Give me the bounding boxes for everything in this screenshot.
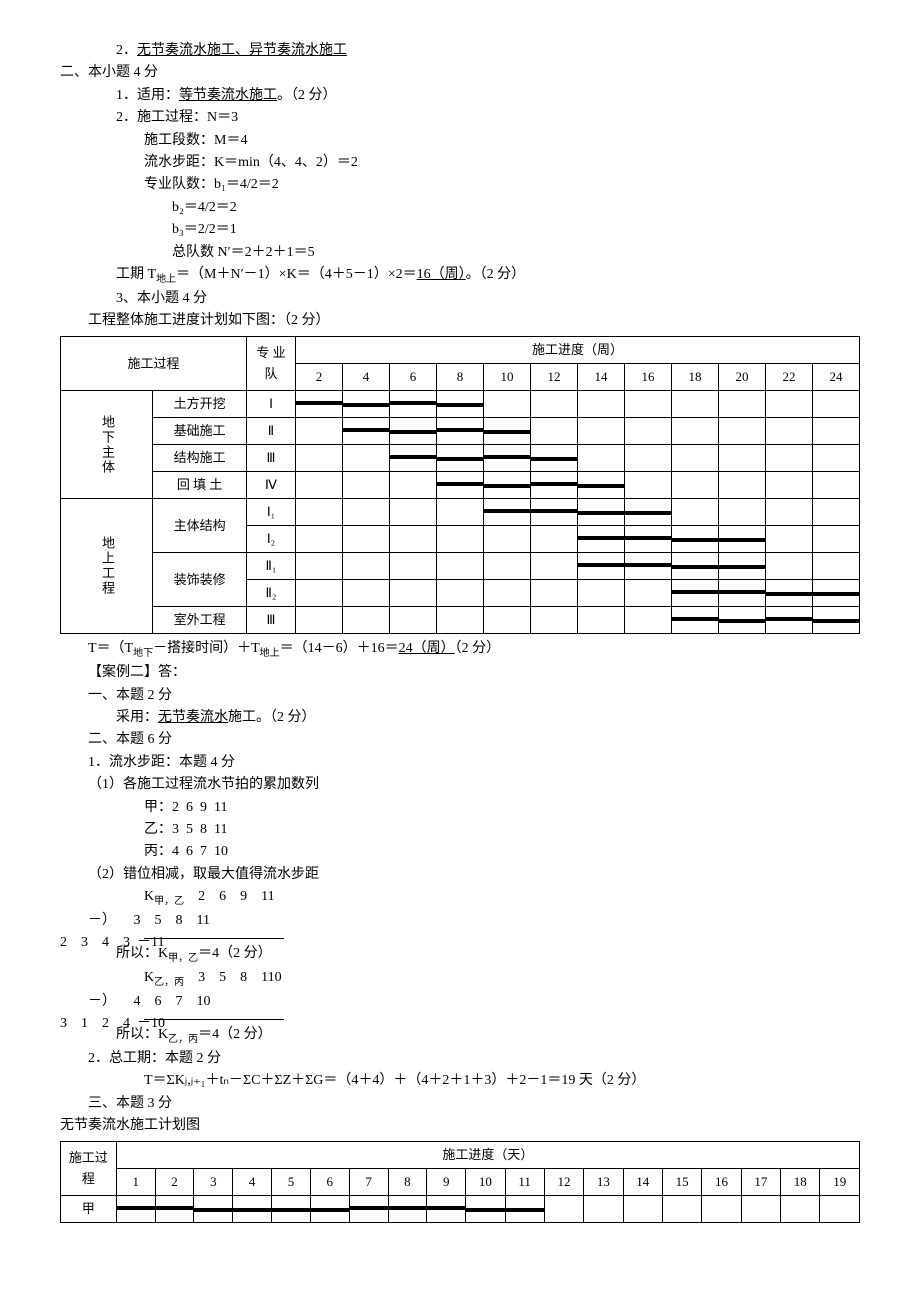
text: －） 4 6 7 10 bbox=[88, 991, 860, 1013]
text: 无节奏流水 bbox=[158, 710, 228, 725]
text: 。（2 分） bbox=[277, 88, 337, 103]
text: 专业队数：b₁＝4/2＝2 bbox=[144, 174, 860, 196]
subscript: 地上 bbox=[156, 274, 176, 285]
text: 2． bbox=[116, 43, 137, 58]
text: 乙：3 5 8 11 bbox=[144, 819, 860, 841]
heading: 二、本小题 4 分 bbox=[60, 62, 860, 84]
text: 1．流水步距：本题 4 分 bbox=[88, 752, 860, 774]
text: K bbox=[144, 970, 154, 985]
text: （2）错位相减，取最大值得流水步距 bbox=[88, 864, 860, 886]
text: 3 5 8 110 bbox=[184, 970, 281, 985]
subscript: 甲，乙 bbox=[154, 896, 184, 907]
text: 1．适用： bbox=[116, 88, 179, 103]
text: ＝4（2 分） bbox=[198, 1027, 272, 1042]
text: 。（2 分） bbox=[466, 267, 526, 282]
text: 2．总工期：本题 2 分 bbox=[88, 1048, 860, 1070]
subscript: 地下 bbox=[133, 648, 153, 659]
text: 3、本小题 4 分 bbox=[116, 288, 860, 310]
text: ＝（14－6）＋16＝ bbox=[280, 641, 399, 656]
text: 无节奏流水施工计划图 bbox=[60, 1115, 860, 1137]
text: （2 分） bbox=[455, 641, 501, 656]
text: 2．施工过程：N＝3 bbox=[116, 107, 860, 129]
text: 所以：K bbox=[116, 946, 168, 961]
gantt-table-2: 施工过程施工进度（天）12345678910111213141516171819… bbox=[60, 1141, 860, 1223]
text: 施工段数：M＝4 bbox=[144, 130, 860, 152]
heading: 【案例二】答： bbox=[88, 662, 860, 684]
text: 等节奏流水施工 bbox=[179, 88, 277, 103]
text: 总队数 N′＝2＋2＋1＝5 bbox=[172, 242, 860, 264]
text: 无节奏流水施工、异节奏流水施工 bbox=[137, 43, 347, 58]
text: T＝ΣKⱼ,ⱼ₊₁＋tₙ－ΣC＋ΣZ＋ΣG＝（4＋4）＋（4＋2＋1＋3）＋2－… bbox=[144, 1070, 860, 1092]
text: 24（周） bbox=[399, 641, 455, 656]
text: b₃＝2/2＝1 bbox=[172, 219, 860, 241]
text: T＝（T bbox=[88, 641, 133, 656]
text: 2 6 9 11 bbox=[184, 889, 274, 904]
text: 工程整体施工进度计划如下图：（2 分） bbox=[88, 310, 860, 332]
text: 丙：4 6 7 10 bbox=[144, 841, 860, 863]
divider bbox=[144, 938, 284, 939]
text: 工期 T bbox=[116, 267, 156, 282]
text: 二、本题 6 分 bbox=[88, 729, 860, 751]
subscript: 地上 bbox=[260, 648, 280, 659]
text: 流水步距：K＝min（4、4、2）＝2 bbox=[144, 152, 860, 174]
text: 一、本题 2 分 bbox=[88, 685, 860, 707]
subscript: 乙，丙 bbox=[154, 977, 184, 988]
subscript: 甲，乙 bbox=[168, 953, 198, 964]
text: 施工。（2 分） bbox=[228, 710, 316, 725]
subscript: 乙，丙 bbox=[168, 1034, 198, 1045]
text: 采用： bbox=[116, 710, 158, 725]
text: K bbox=[144, 889, 154, 904]
text: 甲：2 6 9 11 bbox=[144, 797, 860, 819]
text: b₂＝4/2＝2 bbox=[172, 197, 860, 219]
text: －） 3 5 8 11 bbox=[88, 910, 860, 932]
divider bbox=[144, 1019, 284, 1020]
gantt-table-1: 施工过程专 业队施工进度（周）24681012141618202224地下主体土… bbox=[60, 336, 860, 634]
text: ＝4（2 分） bbox=[198, 946, 272, 961]
text: －搭接时间）＋T bbox=[153, 641, 260, 656]
text: ＝（M＋N′－1）×K＝（4＋5－1）×2＝ bbox=[176, 267, 417, 282]
text: 16（周） bbox=[417, 267, 466, 282]
text: （1）各施工过程流水节拍的累加数列 bbox=[88, 774, 860, 796]
text: 三、本题 3 分 bbox=[88, 1093, 860, 1115]
text: 所以：K bbox=[116, 1027, 168, 1042]
